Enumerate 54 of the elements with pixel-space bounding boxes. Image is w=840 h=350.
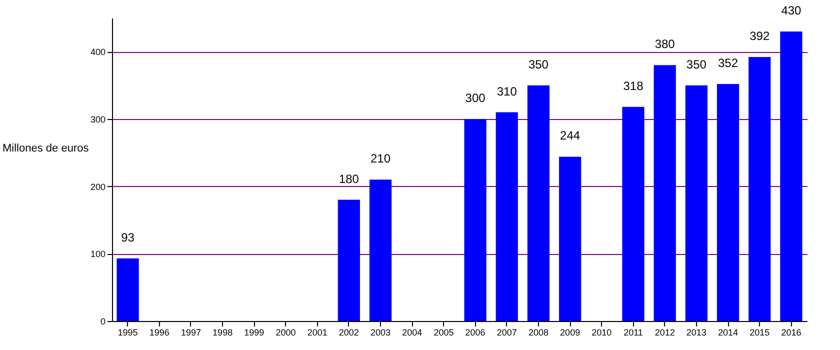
bar [685,85,708,321]
x-tick-label: 2003 [370,328,391,338]
x-tick-label: 2005 [434,328,454,338]
x-tick-label: 1996 [149,328,170,338]
bar [654,65,676,321]
bar [716,84,740,321]
data-label: 310 [496,84,518,98]
x-tick-label: 2004 [402,328,422,338]
x-tick-label: 2014 [718,328,738,338]
data-label: 350 [686,57,707,72]
data-label: 352 [718,56,738,70]
x-tick-label: 2009 [560,328,580,338]
x-tick-label: 2013 [686,328,706,338]
data-label: 380 [654,37,676,52]
data-label: 180 [338,172,360,186]
data-label: 392 [750,29,770,44]
y-tick-label: 400 [90,47,106,58]
bar [464,119,486,321]
bar [527,85,550,321]
x-tick-label: 1999 [244,328,264,338]
bar [622,106,644,321]
data-label: 300 [465,91,486,105]
bar [559,156,582,321]
x-tick-label: 2006 [465,328,486,338]
y-tick-label: 200 [90,182,106,192]
x-tick-label: 2015 [750,328,770,338]
y-tick-label: 100 [90,249,106,260]
data-label: 93 [121,230,135,244]
x-tick-label: 2011 [624,328,643,338]
x-tick-label: 2008 [528,328,548,338]
x-tick-label: 1998 [212,328,233,338]
x-tick-label: 2007 [496,328,517,338]
y-tick-label: 300 [90,114,106,124]
data-label: 210 [370,152,391,166]
bar [116,258,139,321]
bar [496,112,518,321]
x-tick-label: 1997 [180,328,201,338]
x-tick-label: 2016 [781,328,802,338]
x-tick-label: 2002 [338,328,359,338]
x-tick-label: 2010 [592,328,612,338]
x-tick-label: 2012 [654,328,675,338]
data-label: 430 [781,3,802,18]
bar [748,57,771,321]
data-label: 318 [623,78,644,93]
x-tick-label: 2000 [276,328,296,338]
x-tick-label: 1995 [118,328,138,338]
data-label: 244 [560,128,580,143]
bar [338,200,360,321]
data-label: 350 [528,57,549,72]
bar [780,31,802,321]
x-tick-label: 2001 [307,328,328,338]
y-tick-label: 0 [100,316,106,326]
y-axis-title: Millones de euros [2,142,90,154]
bar [369,180,392,321]
